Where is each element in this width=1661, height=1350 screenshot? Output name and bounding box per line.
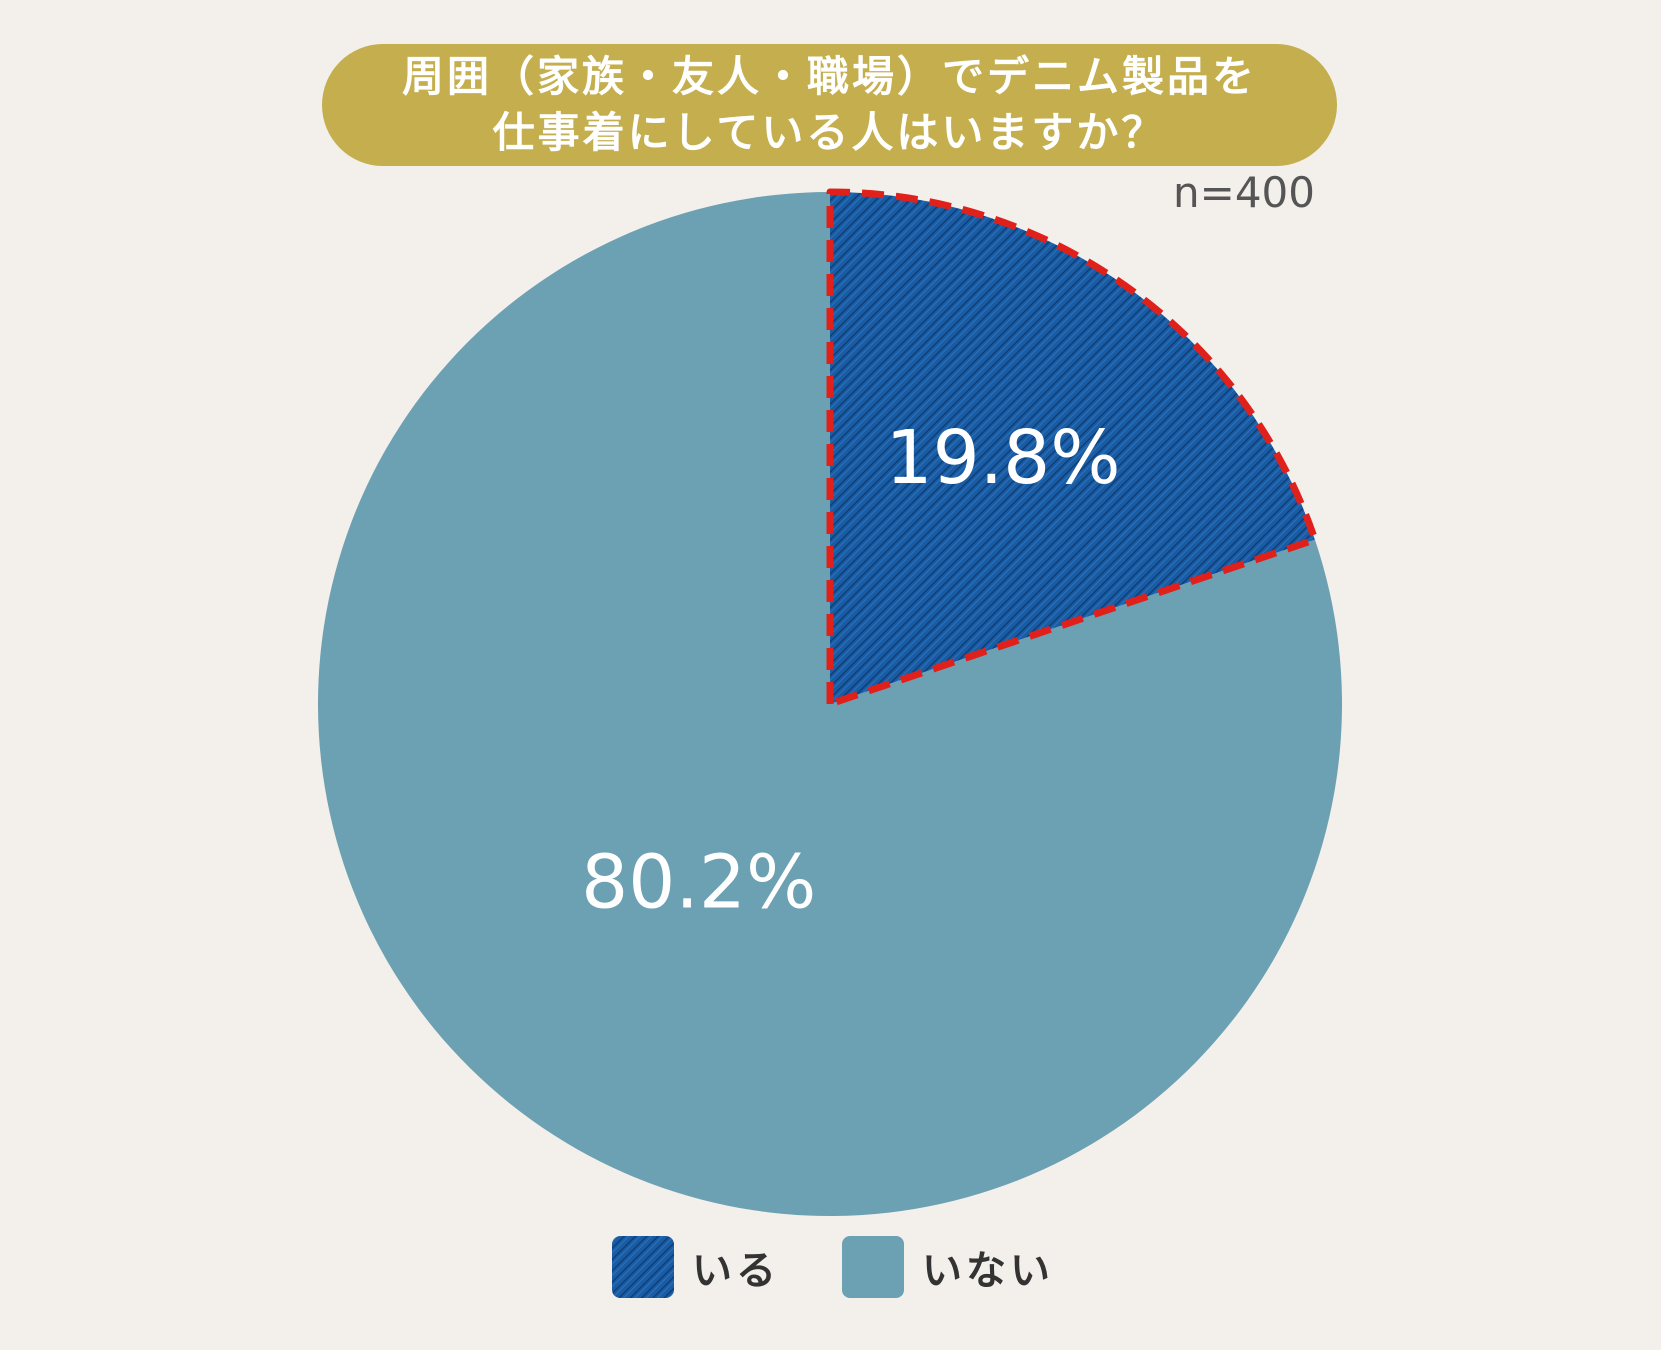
legend-swatch-inai [842, 1236, 904, 1298]
chart-title-line2: 仕事着にしている人はいますか？ [492, 108, 1167, 157]
chart-title-line1: 周囲（家族・友人・職場）でデニム製品を [401, 52, 1257, 101]
legend-swatch-iru [612, 1236, 674, 1298]
legend-item-inai: いない [842, 1236, 1054, 1298]
pie-slice-0 [830, 192, 1315, 704]
sample-size-label: n=400 [1173, 168, 1315, 217]
legend-label-inai: いない [922, 1248, 1054, 1294]
pie-slice-label-1: 80.2% [581, 840, 816, 926]
legend-item-iru: いる [612, 1236, 780, 1298]
chart-title-banner: 周囲（家族・友人・職場）でデニム製品を 仕事着にしている人はいますか？ [322, 44, 1337, 166]
legend-label-iru: いる [692, 1248, 780, 1294]
legend: いる いない [612, 1236, 1094, 1298]
highlight-border [826, 188, 1319, 708]
pie-slice-label-0: 19.8% [885, 415, 1120, 501]
